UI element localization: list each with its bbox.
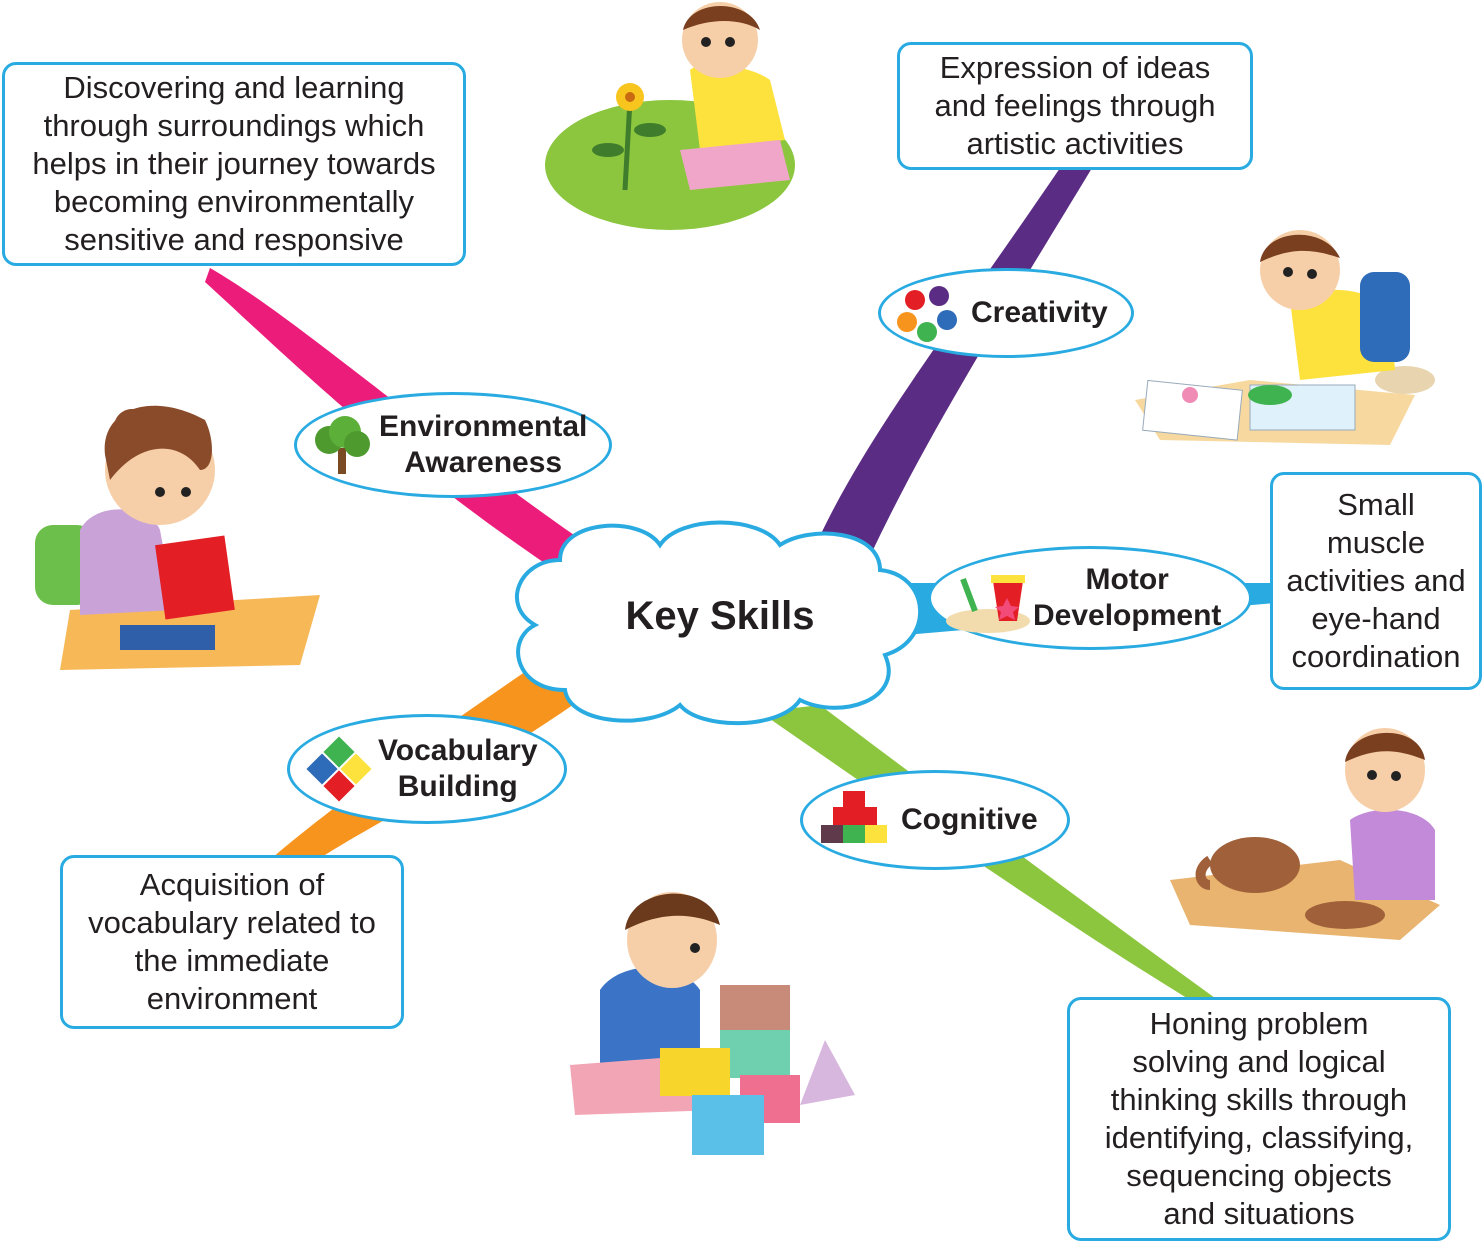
motor-description-line: coordination bbox=[1291, 639, 1461, 674]
environmental-label-line1: Environmental bbox=[379, 410, 588, 443]
boy-stacking-blocks-illustration bbox=[570, 892, 855, 1155]
cognitive-description-line: and situations bbox=[1163, 1196, 1355, 1231]
cognitive-description-line: identifying, classifying, bbox=[1104, 1120, 1414, 1155]
cognitive-description-line: Honing problem bbox=[1149, 1006, 1369, 1041]
cognitive-description: Honing problem solving and logical think… bbox=[1067, 997, 1451, 1241]
environmental-description-line: sensitive and responsive bbox=[64, 222, 404, 257]
motor-description-line: Small bbox=[1337, 487, 1415, 522]
vocabulary-description-line: vocabulary related to bbox=[88, 905, 376, 940]
creativity-description-line: and feelings through bbox=[934, 88, 1216, 123]
tree-icon bbox=[315, 416, 370, 474]
motor-label-line1: Motor bbox=[1085, 563, 1169, 596]
painted-hands-icon bbox=[897, 286, 957, 342]
building-blocks-icon bbox=[821, 791, 887, 843]
environmental-description-line: helps in their journey towards bbox=[32, 146, 436, 181]
vocabulary-description: Acquisition of vocabulary related to the… bbox=[60, 855, 404, 1029]
key-skills-title: Key Skills bbox=[625, 594, 815, 638]
key-skills-cloud bbox=[515, 520, 923, 726]
motor-description: Small muscle activities and eye-hand coo… bbox=[1270, 472, 1482, 690]
vocabulary-description-line: the immediate bbox=[134, 943, 330, 978]
vocabulary-building-node: Vocabulary Building bbox=[287, 714, 567, 824]
motor-label-line2: Development bbox=[1033, 599, 1222, 632]
boy-with-flower-illustration bbox=[545, 2, 795, 230]
creativity-label: Creativity bbox=[971, 296, 1108, 329]
environmental-description-line: through surroundings which bbox=[43, 108, 425, 143]
boy-with-clay-illustration bbox=[1170, 728, 1440, 940]
vocabulary-description-line: environment bbox=[146, 981, 318, 1016]
environmental-description-line: Discovering and learning bbox=[63, 70, 405, 105]
creativity-description: Expression of ideas and feelings through… bbox=[897, 42, 1253, 170]
vocabulary-label-line2: Building bbox=[397, 770, 518, 803]
motor-description-line: muscle bbox=[1326, 525, 1426, 560]
motor-development-node: Motor Development bbox=[928, 546, 1252, 650]
creativity-description-line: artistic activities bbox=[966, 126, 1184, 161]
cognitive-description-line: solving and logical bbox=[1132, 1044, 1386, 1079]
boy-painting-illustration bbox=[1135, 230, 1435, 445]
environmental-awareness-node: Environmental Awareness bbox=[294, 392, 612, 498]
environmental-description-line: becoming environmentally bbox=[53, 184, 415, 219]
creativity-branch bbox=[818, 168, 1092, 552]
sand-bucket-icon bbox=[946, 575, 1030, 633]
cognitive-label: Cognitive bbox=[901, 803, 1038, 836]
creativity-description-line: Expression of ideas bbox=[939, 50, 1211, 85]
creativity-node: Creativity bbox=[878, 268, 1134, 358]
abcd-puzzle-icon bbox=[306, 736, 372, 802]
cognitive-node: Cognitive bbox=[800, 770, 1070, 870]
vocabulary-description-line: Acquisition of bbox=[139, 867, 325, 902]
environmental-label-line2: Awareness bbox=[404, 446, 563, 479]
cognitive-description-line: thinking skills through bbox=[1110, 1082, 1408, 1117]
motor-description-line: activities and bbox=[1286, 563, 1466, 598]
environmental-description: Discovering and learning through surroun… bbox=[2, 62, 466, 266]
cognitive-description-line: sequencing objects bbox=[1126, 1158, 1392, 1193]
vocabulary-label-line1: Vocabulary bbox=[378, 734, 538, 767]
girl-reading-illustration bbox=[35, 405, 320, 670]
motor-description-line: eye-hand bbox=[1311, 601, 1441, 636]
